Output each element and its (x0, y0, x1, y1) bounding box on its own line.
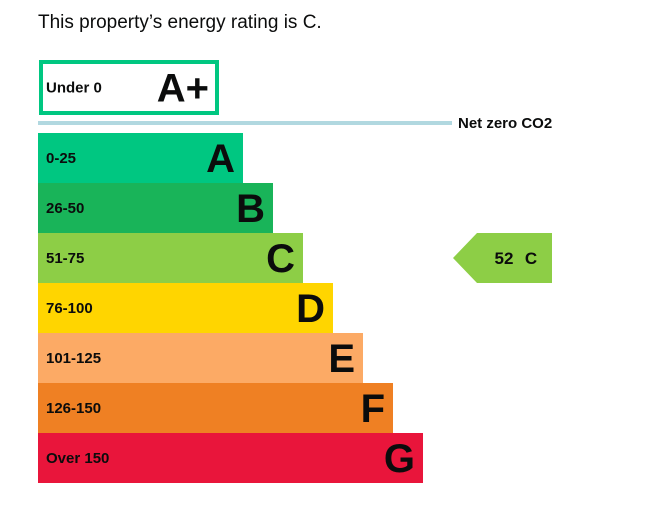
band-bar (38, 333, 363, 383)
band-range-label: 0-25 (46, 150, 76, 167)
band-g: Over 150 G (38, 433, 423, 483)
band-bar (38, 133, 243, 183)
band-b: 26-50 B (38, 183, 273, 233)
band-d: 76-100 D (38, 283, 333, 333)
band-letter-label: G (384, 437, 415, 481)
band-a: 0-25 A (38, 133, 243, 183)
band-range-label: Under 0 (46, 80, 102, 97)
band-bar (38, 233, 303, 283)
band-f: 126-150 F (38, 383, 393, 433)
net-zero-label: Net zero CO2 (458, 115, 552, 132)
band-bar (38, 283, 333, 333)
band-e: 101-125 E (38, 333, 363, 383)
band-range-label: 76-100 (46, 300, 93, 317)
band-letter-label: F (361, 387, 385, 431)
current-rating-arrow (453, 233, 552, 283)
current-letter: C (525, 249, 537, 268)
band-bar (38, 383, 393, 433)
rating-bands: Under 0 A+0-25 A26-50 B51-75 C76-100 D101-125… (38, 60, 423, 483)
band-letter-label: D (296, 287, 325, 331)
band-bar (38, 433, 423, 483)
band-letter-label: E (328, 337, 355, 381)
band-range-label: 126-150 (46, 400, 101, 417)
band-letter-label: C (266, 237, 295, 281)
band-range-label: 51-75 (46, 250, 84, 267)
band-letter-label: A (206, 137, 235, 181)
band-range-label: 101-125 (46, 350, 101, 367)
page-heading: This property’s energy rating is C. (38, 12, 322, 33)
band-c: 51-75 C (38, 233, 303, 283)
net-zero-marker: Net zero CO2 (38, 115, 552, 132)
band-range-label: 26-50 (46, 200, 84, 217)
band-range-label: Over 150 (46, 450, 109, 467)
current-rating-marker: 52 C (453, 233, 552, 283)
band-letter-label: B (236, 187, 265, 231)
band-letter-label: A+ (157, 67, 209, 111)
band-bar (38, 183, 273, 233)
band-a-plus: Under 0 A+ (39, 60, 219, 115)
current-score: 52 (495, 249, 514, 268)
band-bar (39, 60, 219, 115)
